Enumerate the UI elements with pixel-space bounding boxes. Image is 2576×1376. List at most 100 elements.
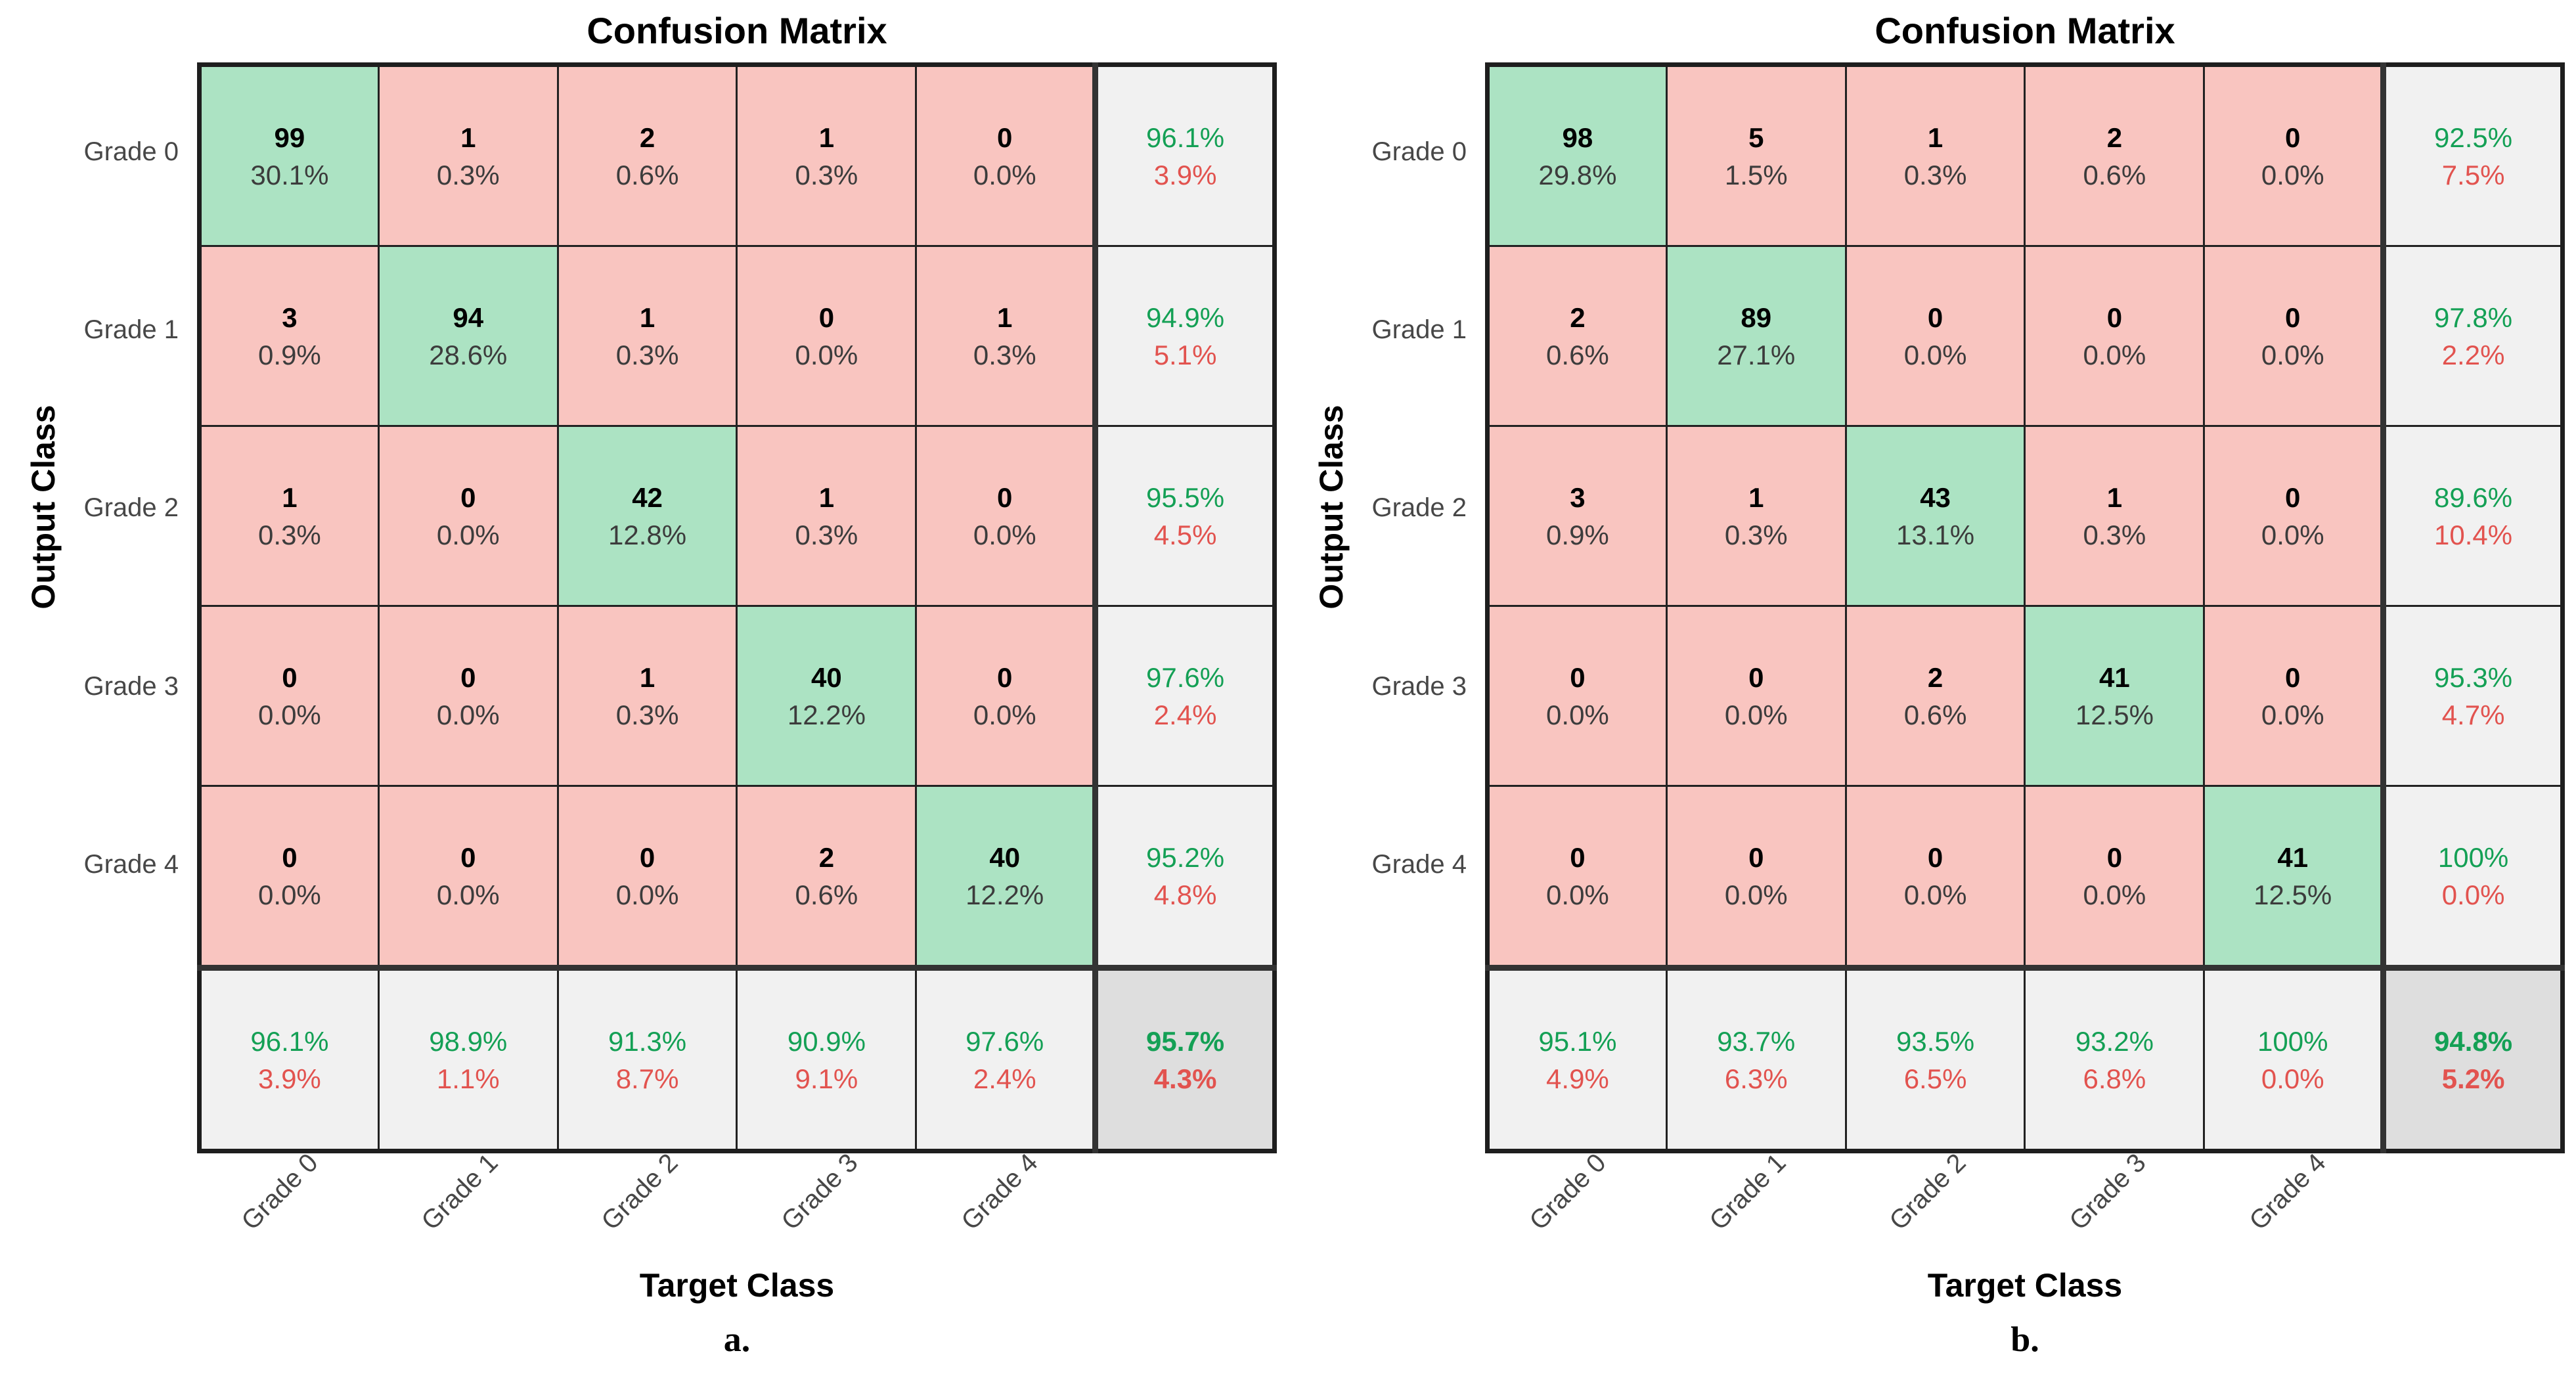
cell-positive-percent: 90.9% xyxy=(787,1025,866,1057)
cell-count: 99 xyxy=(274,122,305,153)
cell-positive-percent: 92.5% xyxy=(2434,122,2513,153)
cell-negative-percent: 2.4% xyxy=(1153,699,1217,730)
cell-percent: 13.1% xyxy=(1896,519,1975,550)
cell-negative-percent: 8.7% xyxy=(615,1063,679,1094)
overall-accuracy-cell: 94.8% 5.2% xyxy=(2382,967,2564,1152)
matrix-cell-r4-c4: 41 12.5% xyxy=(2203,785,2387,971)
matrix-cell-r1-c3: 0 0.0% xyxy=(736,245,918,427)
col-summary-cell-c0: 95.1% 4.9% xyxy=(1486,967,1668,1152)
chart-title: Confusion Matrix xyxy=(1875,10,2175,51)
cell-count: 1 xyxy=(1927,122,1943,153)
column-label-2: Grade 2 xyxy=(1884,1148,1972,1236)
cell-positive-percent: 100% xyxy=(2437,841,2509,873)
matrix-cell-r1-c4: 1 0.3% xyxy=(915,245,1099,427)
matrix-cell-r3-c4: 0 0.0% xyxy=(2203,605,2387,787)
cell-percent: 0.0% xyxy=(258,879,321,910)
cell-negative-percent: 4.9% xyxy=(1546,1063,1609,1094)
col-summary-cell-c3: 93.2% 6.8% xyxy=(2024,967,2206,1152)
matrix-cell-r0-c1: 1 0.3% xyxy=(377,64,559,247)
matrix-cell-r2-c0: 1 0.3% xyxy=(198,425,380,607)
cell-percent: 0.0% xyxy=(615,879,679,910)
cell-count: 1 xyxy=(818,481,835,513)
matrix-cell-r3-c2: 2 0.6% xyxy=(1844,605,2026,787)
summary-row: 95.1% 4.9% 93.7% 6.3% 93.5% 6.5% 93.2% 6.8% 100%… xyxy=(1486,967,2564,1152)
row-label-1: Grade 1 xyxy=(83,315,179,344)
cell-count: 1 xyxy=(460,122,476,153)
cell-count: 0 xyxy=(997,661,1013,693)
matrix-cell-r2-c2: 42 12.8% xyxy=(556,425,738,607)
row-label-3: Grade 3 xyxy=(1371,671,1467,701)
cell-count: 2 xyxy=(1570,301,1586,333)
matrix-cell-r2-c0: 3 0.9% xyxy=(1486,425,1668,607)
cell-percent: 0.9% xyxy=(258,339,321,370)
cell-percent: 0.3% xyxy=(1724,519,1788,550)
cell-percent: 30.1% xyxy=(250,159,329,190)
cell-percent: 12.2% xyxy=(787,699,866,730)
cell-negative-percent: 0.0% xyxy=(2261,1063,2324,1094)
cell-count: 89 xyxy=(1741,301,1772,333)
cell-percent: 12.5% xyxy=(2075,699,2154,730)
cell-count: 0 xyxy=(460,481,476,513)
cell-count: 0 xyxy=(2285,122,2301,153)
cell-percent: 0.0% xyxy=(973,699,1036,730)
matrix-cell-r0-c0: 99 30.1% xyxy=(198,64,380,247)
cell-negative-percent: 3.9% xyxy=(258,1063,321,1094)
matrix-row: 2 0.6% 89 27.1% 0 0.0% 0 0.0% 0 0.0% 97.8% 2.2% xyxy=(1486,245,2564,427)
cell-count: 0 xyxy=(282,661,298,693)
cell-positive-percent: 91.3% xyxy=(608,1025,687,1057)
col-summary-cell-c0: 96.1% 3.9% xyxy=(198,967,380,1152)
cell-percent: 0.0% xyxy=(1724,879,1788,910)
row-summary-cell-r4: 95.2% 4.8% xyxy=(1094,785,1276,971)
column-label-4: Grade 4 xyxy=(956,1148,1044,1236)
matrix-cell-r1-c3: 0 0.0% xyxy=(2024,245,2206,427)
cell-negative-percent: 6.3% xyxy=(1724,1063,1788,1094)
matrix-cell-r1-c1: 89 27.1% xyxy=(1665,245,1847,427)
cell-percent: 0.0% xyxy=(1546,879,1609,910)
cell-positive-percent: 97.6% xyxy=(1146,661,1225,693)
cell-positive-percent: 89.6% xyxy=(2434,481,2513,513)
cell-positive-percent: 96.1% xyxy=(1146,122,1225,153)
matrix-cell-r0-c3: 2 0.6% xyxy=(2024,64,2206,247)
x-axis-label: Target Class xyxy=(639,1267,835,1304)
overall-accuracy-cell: 95.7% 4.3% xyxy=(1094,967,1276,1152)
cell-count: 0 xyxy=(282,841,298,873)
cell-count: 2 xyxy=(818,841,835,873)
matrix-row: 99 30.1% 1 0.3% 2 0.6% 1 0.3% 0 0.0% 96.1% 3.9% xyxy=(198,64,1276,247)
column-label-4: Grade 4 xyxy=(2244,1148,2332,1236)
cell-positive-percent: 95.1% xyxy=(1538,1025,1617,1057)
row-summary-cell-r0: 96.1% 3.9% xyxy=(1094,64,1276,247)
cell-count: 0 xyxy=(1927,301,1943,333)
matrix-cell-r2-c4: 0 0.0% xyxy=(2203,425,2387,607)
cell-negative-percent: 5.2% xyxy=(2441,1063,2505,1094)
cell-count: 2 xyxy=(1927,661,1943,693)
cell-count: 0 xyxy=(460,841,476,873)
cell-percent: 0.0% xyxy=(973,519,1036,550)
matrix-cell-r3-c1: 0 0.0% xyxy=(377,605,559,787)
row-summary-cell-r0: 92.5% 7.5% xyxy=(2382,64,2564,247)
matrix-cell-r4-c2: 0 0.0% xyxy=(1844,785,2026,971)
cell-positive-percent: 97.6% xyxy=(966,1025,1044,1057)
cell-percent: 0.0% xyxy=(1546,699,1609,730)
cell-percent: 0.0% xyxy=(2083,879,2146,910)
matrix-cell-r3-c2: 1 0.3% xyxy=(556,605,738,787)
cell-count: 1 xyxy=(818,122,835,153)
cell-percent: 0.3% xyxy=(615,699,679,730)
matrix-cell-r2-c1: 0 0.0% xyxy=(377,425,559,607)
matrix-cell-r1-c0: 3 0.9% xyxy=(198,245,380,427)
matrix-cell-r3-c3: 40 12.2% xyxy=(736,605,918,787)
cell-count: 40 xyxy=(989,841,1021,873)
column-label-1: Grade 1 xyxy=(1704,1148,1792,1236)
col-summary-cell-c3: 90.9% 9.1% xyxy=(736,967,918,1152)
cell-negative-percent: 4.5% xyxy=(1153,519,1217,550)
matrix-cell-r3-c3: 41 12.5% xyxy=(2024,605,2206,787)
row-summary-cell-r1: 94.9% 5.1% xyxy=(1094,245,1276,427)
row-summary-cell-r2: 89.6% 10.4% xyxy=(2382,425,2564,607)
cell-count: 1 xyxy=(1748,481,1764,513)
cell-negative-percent: 10.4% xyxy=(2434,519,2513,550)
matrix-cell-r1-c4: 0 0.0% xyxy=(2203,245,2387,427)
matrix-cell-r4-c0: 0 0.0% xyxy=(198,785,380,971)
matrix-cell-r0-c2: 2 0.6% xyxy=(556,64,738,247)
row-label-0: Grade 0 xyxy=(1371,137,1467,166)
matrix-cell-r4-c3: 0 0.0% xyxy=(2024,785,2206,971)
matrix-cell-r2-c3: 1 0.3% xyxy=(2024,425,2206,607)
